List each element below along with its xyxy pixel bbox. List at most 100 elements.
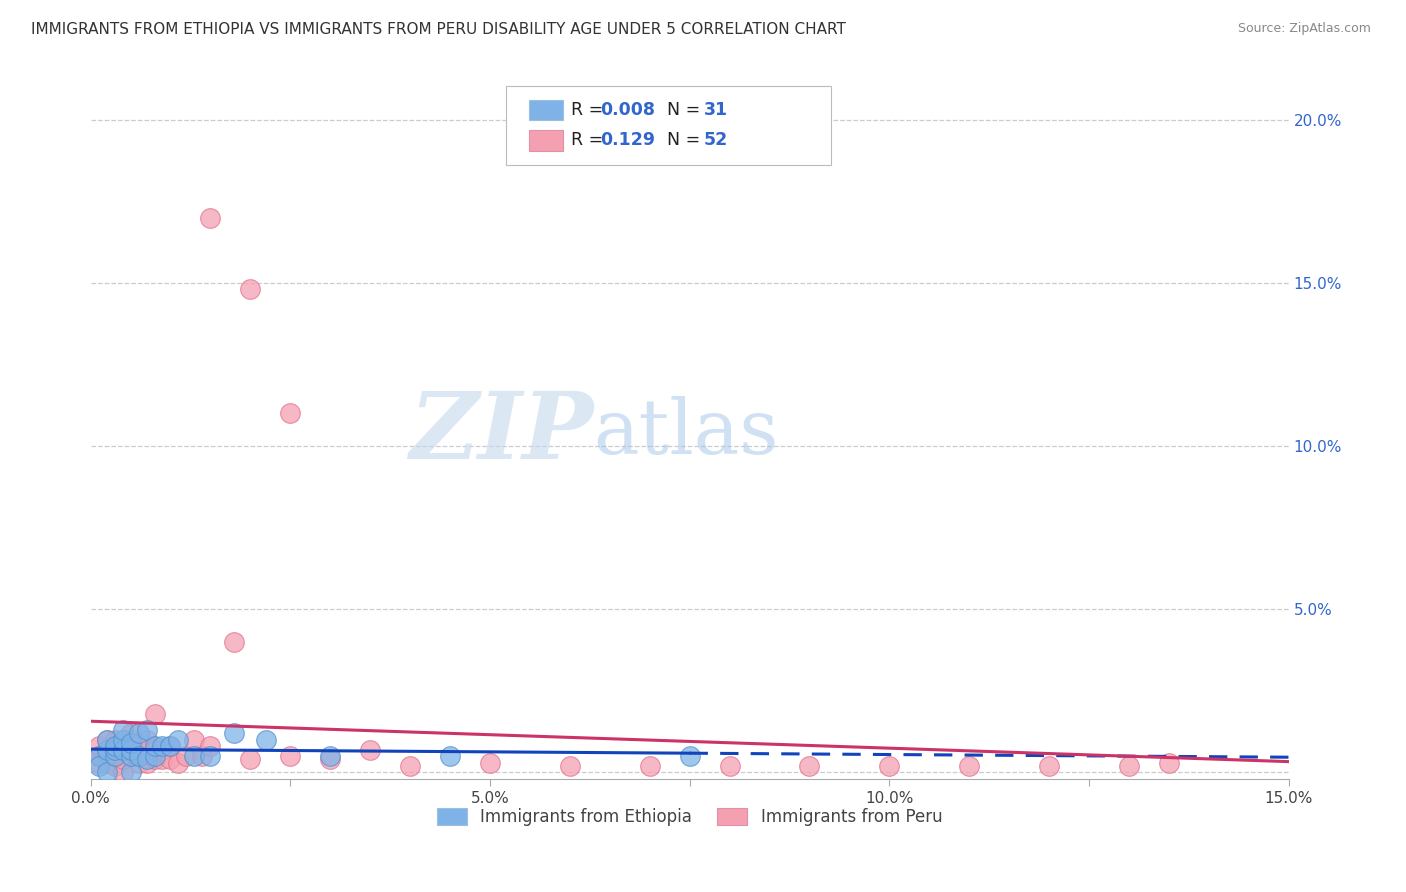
Point bbox=[128, 736, 150, 750]
Point bbox=[319, 749, 342, 764]
Point bbox=[103, 739, 125, 754]
Point bbox=[143, 739, 166, 754]
Point bbox=[254, 732, 277, 747]
Text: 0.129: 0.129 bbox=[600, 131, 655, 149]
Point bbox=[111, 742, 134, 756]
Point bbox=[128, 749, 150, 764]
Point bbox=[135, 732, 157, 747]
Text: R =: R = bbox=[571, 101, 609, 119]
Point bbox=[135, 723, 157, 737]
Text: 31: 31 bbox=[704, 101, 728, 119]
Point bbox=[103, 742, 125, 756]
Point bbox=[143, 742, 166, 756]
Point bbox=[152, 742, 174, 756]
Point bbox=[128, 746, 150, 760]
FancyBboxPatch shape bbox=[529, 130, 562, 151]
Point bbox=[278, 749, 301, 764]
Point bbox=[239, 752, 262, 766]
Point bbox=[799, 759, 821, 773]
Text: 0.008: 0.008 bbox=[600, 101, 655, 119]
Point bbox=[399, 759, 422, 773]
Point bbox=[191, 749, 214, 764]
Text: Source: ZipAtlas.com: Source: ZipAtlas.com bbox=[1237, 22, 1371, 36]
Point bbox=[1157, 756, 1180, 770]
Point bbox=[120, 749, 142, 764]
Text: IMMIGRANTS FROM ETHIOPIA VS IMMIGRANTS FROM PERU DISABILITY AGE UNDER 5 CORRELAT: IMMIGRANTS FROM ETHIOPIA VS IMMIGRANTS F… bbox=[31, 22, 846, 37]
Point bbox=[439, 749, 461, 764]
Text: 52: 52 bbox=[704, 131, 728, 149]
Point bbox=[159, 739, 181, 754]
Point bbox=[111, 732, 134, 747]
Point bbox=[159, 739, 181, 754]
Point bbox=[200, 749, 222, 764]
Point bbox=[167, 732, 190, 747]
Point bbox=[103, 732, 125, 747]
Point bbox=[96, 732, 118, 747]
Point bbox=[359, 742, 381, 756]
Point bbox=[96, 765, 118, 780]
FancyBboxPatch shape bbox=[506, 87, 831, 165]
Text: N =: N = bbox=[657, 101, 706, 119]
Point bbox=[135, 756, 157, 770]
Point bbox=[111, 732, 134, 747]
Point bbox=[478, 756, 501, 770]
Point bbox=[200, 211, 222, 225]
Point bbox=[278, 406, 301, 420]
Point bbox=[87, 759, 110, 773]
Point bbox=[183, 732, 205, 747]
Point bbox=[111, 765, 134, 780]
Point bbox=[96, 742, 118, 756]
Point bbox=[87, 749, 110, 764]
Point bbox=[103, 749, 125, 764]
Point bbox=[128, 726, 150, 740]
Point bbox=[120, 765, 142, 780]
Point bbox=[135, 746, 157, 760]
Point bbox=[239, 282, 262, 296]
Legend: Immigrants from Ethiopia, Immigrants from Peru: Immigrants from Ethiopia, Immigrants fro… bbox=[430, 801, 949, 833]
Point bbox=[128, 756, 150, 770]
Point bbox=[103, 759, 125, 773]
Point bbox=[1118, 759, 1140, 773]
Point bbox=[103, 739, 125, 754]
Point bbox=[120, 742, 142, 756]
FancyBboxPatch shape bbox=[529, 100, 562, 120]
Point bbox=[120, 732, 142, 747]
Point bbox=[111, 742, 134, 756]
Point bbox=[96, 732, 118, 747]
Point bbox=[152, 739, 174, 754]
Point bbox=[103, 749, 125, 764]
Point bbox=[718, 759, 741, 773]
Point bbox=[877, 759, 900, 773]
Point bbox=[96, 746, 118, 760]
Point bbox=[638, 759, 661, 773]
Text: R =: R = bbox=[571, 131, 614, 149]
Point bbox=[111, 723, 134, 737]
Point bbox=[143, 752, 166, 766]
Text: ZIP: ZIP bbox=[409, 388, 593, 478]
Point bbox=[135, 752, 157, 766]
Point bbox=[120, 749, 142, 764]
Point bbox=[87, 756, 110, 770]
Point bbox=[319, 752, 342, 766]
Point bbox=[120, 742, 142, 756]
Point bbox=[957, 759, 980, 773]
Point bbox=[87, 739, 110, 754]
Point bbox=[152, 752, 174, 766]
Point bbox=[96, 756, 118, 770]
Point bbox=[678, 749, 700, 764]
Point bbox=[224, 726, 246, 740]
Text: N =: N = bbox=[657, 131, 706, 149]
Point bbox=[159, 752, 181, 766]
Point bbox=[120, 736, 142, 750]
Point bbox=[1038, 759, 1060, 773]
Point bbox=[200, 739, 222, 754]
Point bbox=[558, 759, 581, 773]
Point bbox=[111, 752, 134, 766]
Point bbox=[143, 706, 166, 721]
Text: atlas: atlas bbox=[593, 396, 779, 470]
Point bbox=[183, 749, 205, 764]
Point bbox=[176, 749, 198, 764]
Point bbox=[224, 635, 246, 649]
Point bbox=[167, 756, 190, 770]
Point bbox=[120, 726, 142, 740]
